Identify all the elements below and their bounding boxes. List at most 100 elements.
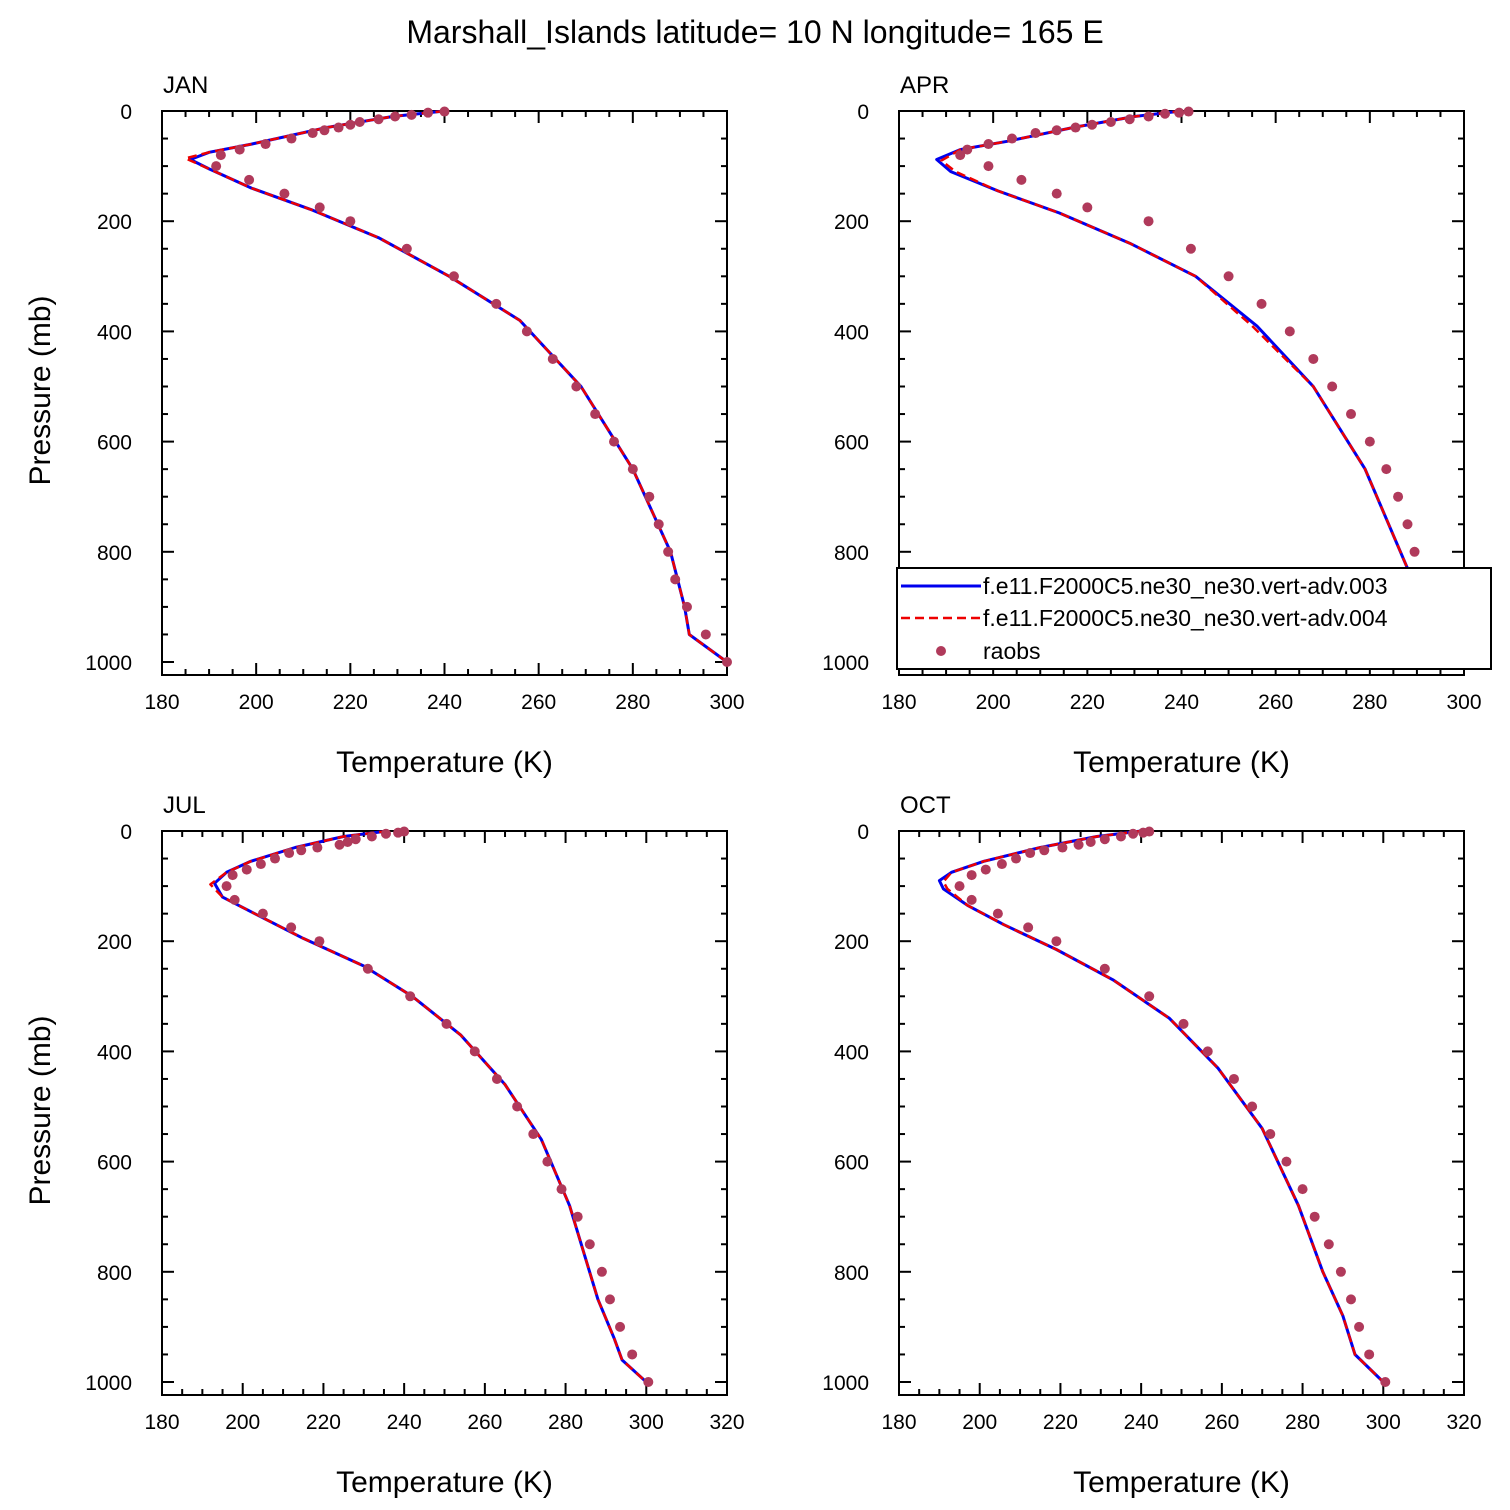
panel-jul: JUL 180 200 220 240 260 280 300 320 0 200 400 600 800… [24, 792, 745, 1499]
y-tick-label: 0 [120, 821, 132, 844]
raobs-point [992, 908, 1003, 919]
x-tick-label: 240 [387, 1411, 422, 1434]
raobs-point [270, 853, 280, 864]
raobs-point [584, 1239, 595, 1250]
series-004-line [209, 829, 648, 1383]
legend-box [896, 567, 1492, 670]
x-tick-label: 240 [427, 691, 462, 714]
raobs-point [681, 601, 692, 612]
raobs-point [1308, 353, 1319, 364]
x-tick-label: 220 [1043, 1411, 1078, 1434]
x-tick-label: 300 [709, 691, 744, 714]
figure-title: Marshall_Islands latitude= 10 N longitud… [406, 14, 1103, 50]
x-tick-label: 300 [1366, 1411, 1401, 1434]
y-tick-label: 0 [857, 101, 869, 124]
raobs-point [700, 629, 711, 640]
raobs-point [1051, 125, 1062, 136]
raobs-point [983, 161, 994, 172]
raobs-point [1144, 991, 1155, 1002]
panel-jan: JAN 180 200 220 240 260 280 300 0 200 400 600 800 100… [24, 72, 745, 779]
raobs-point [215, 150, 226, 161]
raobs-point [448, 271, 459, 282]
raobs-point [307, 128, 318, 139]
raobs-point [590, 409, 601, 420]
raobs-point [1073, 839, 1084, 850]
raobs-point [512, 1101, 523, 1112]
x-tick-label: 240 [1164, 691, 1199, 714]
x-tick-label: 180 [881, 1411, 916, 1434]
raobs-point [405, 991, 416, 1002]
raobs-point [1143, 111, 1154, 122]
x-tick-label: 280 [1352, 691, 1387, 714]
raobs-point [380, 828, 391, 839]
raobs-point [1011, 853, 1022, 864]
raobs-point [962, 144, 973, 155]
y-tick-label: 600 [834, 432, 869, 455]
raobs-point [722, 657, 732, 667]
raobs-point [1364, 1349, 1375, 1360]
panel-apr: APR 180 200 220 240 260 280 300 0 200 400 600 800 100… [822, 72, 1481, 779]
y-tick-label: 1000 [822, 652, 869, 675]
raobs-point [491, 1073, 502, 1084]
legend: f.e11.F2000C5.ne30_ne30.vert-adv.003 f.e1… [896, 567, 1492, 670]
y-tick-label: 1000 [85, 1372, 132, 1395]
raobs-point [319, 125, 330, 136]
y-tick-label: 400 [834, 1041, 869, 1064]
raobs-point [1085, 837, 1096, 848]
raobs-point [615, 1321, 626, 1332]
raobs-point [572, 1211, 583, 1222]
x-tick-label: 260 [521, 691, 556, 714]
panel-label: APR [900, 72, 949, 99]
x-axis-label: Temperature (K) [336, 746, 553, 779]
y-tick-label: 1000 [85, 652, 132, 675]
y-tick-label: 0 [120, 101, 132, 124]
y-tick-label: 400 [97, 321, 132, 344]
x-axis-label: Temperature (K) [1073, 746, 1290, 779]
raobs-point [1087, 119, 1098, 130]
x-tick-label: 280 [1285, 1411, 1320, 1434]
y-tick-label: 800 [834, 542, 869, 565]
y-tick-label: 800 [834, 1262, 869, 1285]
raobs-point [1364, 436, 1375, 447]
raobs-point [211, 161, 222, 172]
raobs-point [241, 864, 252, 875]
raobs-point [390, 111, 401, 122]
raobs-point [1023, 922, 1034, 933]
raobs-point [966, 870, 977, 881]
raobs-point [401, 243, 412, 254]
y-axis-label: Pressure (mb) [24, 1015, 57, 1205]
raobs-point [366, 831, 377, 842]
raobs-point [556, 1184, 567, 1195]
raobs-point [1115, 831, 1126, 842]
raobs-point [1281, 1156, 1292, 1167]
raobs-point [1183, 106, 1194, 117]
raobs-point [1256, 298, 1267, 309]
y-tick-label: 200 [97, 931, 132, 954]
raobs-point [1223, 271, 1234, 282]
raobs-point [1354, 1321, 1365, 1332]
x-tick-label: 200 [976, 691, 1011, 714]
x-tick-label: 320 [1446, 1411, 1481, 1434]
raobs-point [312, 842, 323, 853]
raobs-point [1099, 963, 1110, 974]
raobs-point [663, 546, 674, 557]
raobs-point [1346, 1294, 1356, 1305]
y-tick-label: 400 [97, 1041, 132, 1064]
raobs-point [1099, 834, 1110, 845]
raobs-point [1128, 828, 1139, 839]
raobs-point [643, 1377, 654, 1387]
y-tick-label: 800 [97, 542, 132, 565]
panel-label: OCT [900, 792, 951, 819]
raobs-point [609, 436, 619, 447]
y-tick-label: 0 [857, 821, 869, 844]
x-tick-label: 180 [881, 691, 916, 714]
raobs-point [1070, 122, 1081, 133]
y-tick-label: 400 [834, 321, 869, 344]
raobs-point [229, 894, 240, 905]
x-tick-label: 180 [144, 691, 179, 714]
raobs-point [1346, 409, 1356, 420]
raobs-point [1143, 216, 1154, 227]
x-tick-label: 220 [306, 1411, 341, 1434]
raobs-point [345, 216, 356, 227]
